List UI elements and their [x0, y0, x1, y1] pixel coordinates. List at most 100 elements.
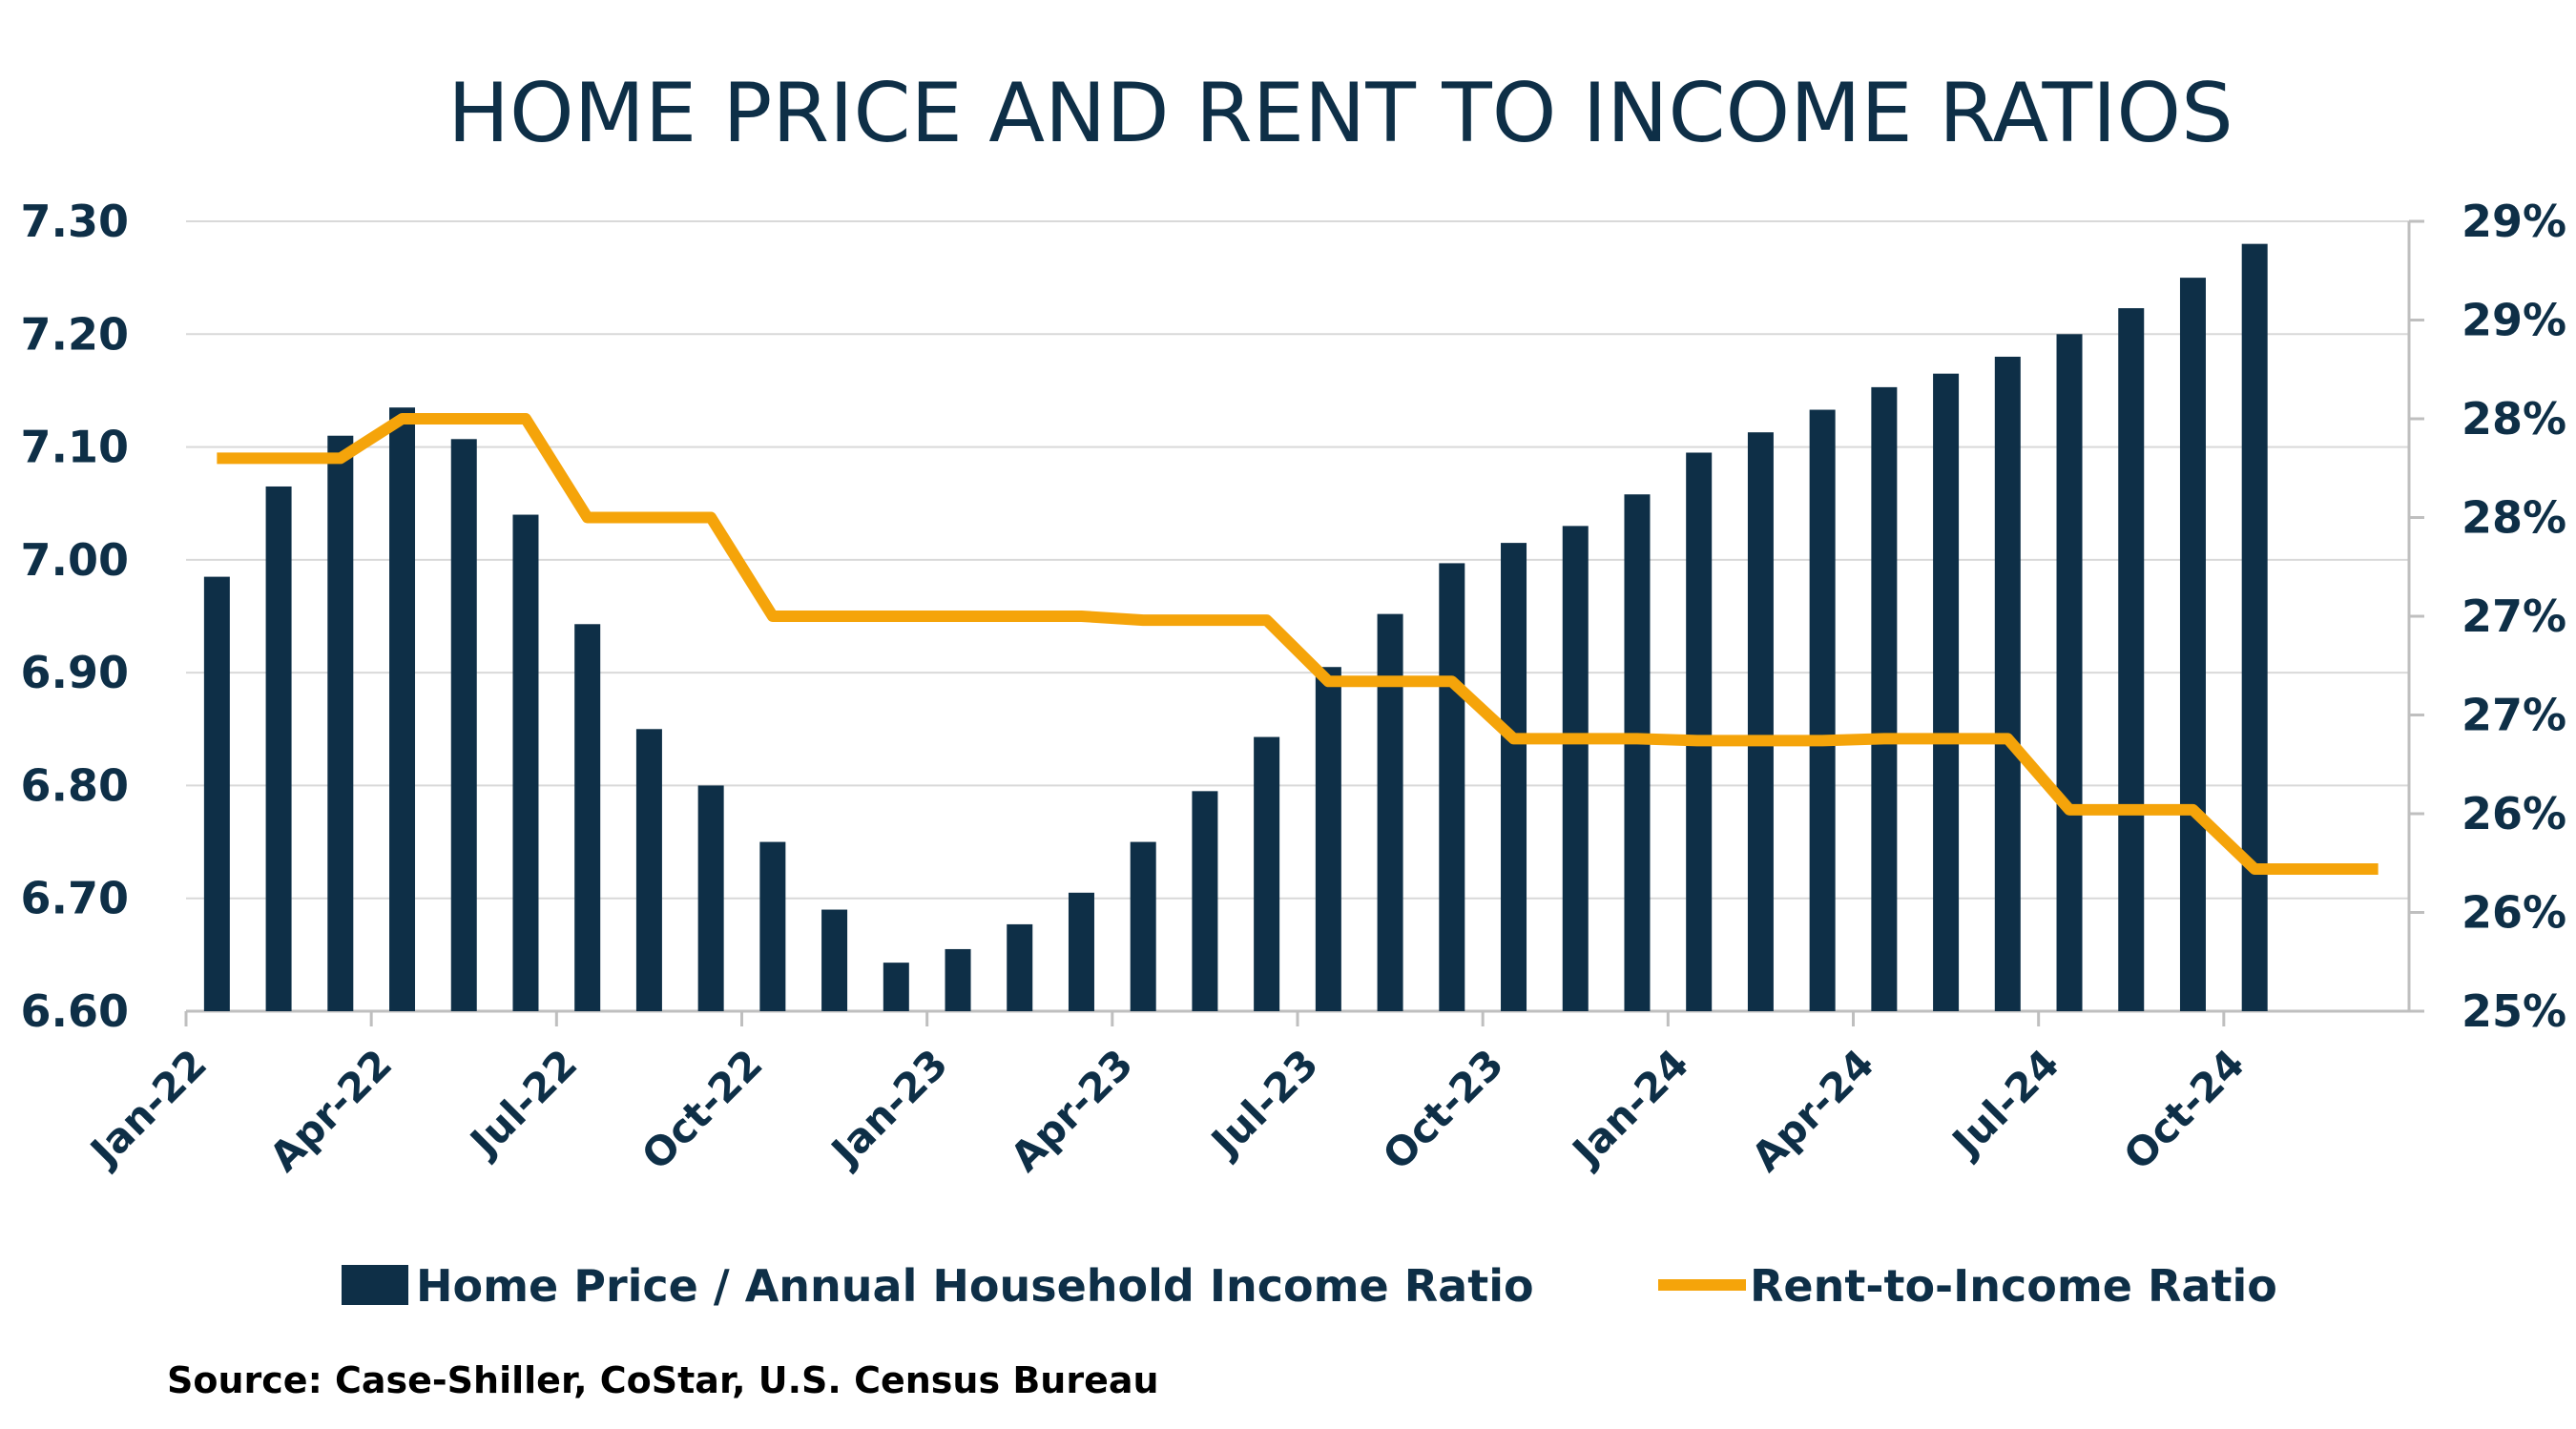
left-axis-tick-label: 7.30	[21, 196, 130, 247]
x-axis-tick-label: Jan-24	[1562, 1040, 1698, 1176]
bar-Mar-24	[1809, 409, 1836, 1012]
bar-Apr-23	[1130, 841, 1156, 1011]
bar-Mar-23	[1068, 892, 1094, 1011]
x-axis-tick-label: Jul-22	[460, 1040, 587, 1167]
line-point-Aug-24	[2130, 809, 2132, 811]
bar-Dec-22	[883, 963, 909, 1011]
x-axis-tick-label: Oct-22	[633, 1040, 771, 1178]
bar-Mar-22	[327, 435, 354, 1011]
line-point-Sep-24	[2192, 809, 2193, 811]
line-point-Jan-24	[1698, 739, 1700, 741]
right-axis-tick-label: 29%	[2462, 295, 2566, 346]
bar-Apr-22	[389, 407, 416, 1012]
x-axis-tick-label: Apr-22	[260, 1040, 401, 1180]
bar-Sep-24	[2179, 278, 2206, 1012]
line-point-Aug-22	[648, 517, 650, 519]
right-axis-tick-label: 26%	[2462, 788, 2566, 839]
line-point-Jun-24	[2006, 737, 2008, 739]
right-axis-tick-label: 27%	[2462, 690, 2566, 741]
line-point-Sep-22	[710, 517, 712, 519]
bar-Dec-23	[1624, 494, 1651, 1011]
bar-Jul-22	[574, 624, 601, 1011]
source-note: Source: Case-Shiller, CoStar, U.S. Censu…	[167, 1359, 1159, 1401]
line-point-Jul-24	[2068, 809, 2070, 811]
line-point-Nov-22	[834, 615, 836, 617]
line-point-Nov-24	[2316, 868, 2317, 870]
line-point-Apr-23	[1142, 619, 1144, 621]
bar-Sep-23	[1439, 563, 1465, 1011]
left-axis-tick-label: 7.10	[21, 422, 130, 473]
bar-Nov-23	[1562, 526, 1589, 1011]
right-axis-tick-label: 28%	[2462, 492, 2566, 544]
x-axis-tick-label: Jul-23	[1200, 1040, 1327, 1167]
bar-Sep-22	[697, 785, 724, 1011]
bar-May-22	[450, 439, 477, 1011]
line-point-Apr-24	[1883, 737, 1885, 739]
chart-title: HOME PRICE AND RENT TO INCOME RATIOS	[447, 66, 2233, 161]
bar-Jun-22	[512, 514, 539, 1011]
bar-Jun-23	[1254, 736, 1280, 1011]
line-point-Feb-24	[1759, 739, 1761, 741]
line-point-Jul-23	[1327, 680, 1329, 682]
left-axis-tick-label: 7.20	[21, 308, 130, 360]
bar-Aug-24	[2118, 308, 2145, 1012]
line-point-Mar-23	[1080, 615, 1082, 617]
left-axis-tick-label: 7.00	[21, 534, 130, 586]
bar-Apr-24	[1871, 386, 1898, 1011]
line-point-Mar-24	[1821, 739, 1823, 741]
x-axis-tick-label: Apr-23	[1002, 1040, 1142, 1180]
bar-Jun-24	[1994, 356, 2021, 1011]
line-point-Dec-24	[2378, 868, 2379, 870]
line-point-Mar-22	[340, 457, 342, 459]
line-series-rent-to-income	[216, 413, 2379, 875]
bar-Jul-24	[2056, 334, 2083, 1011]
right-axis-tick-label: 25%	[2462, 985, 2566, 1037]
line-point-May-23	[1204, 619, 1206, 621]
bar-Feb-23	[1007, 923, 1033, 1011]
axes	[184, 219, 2424, 1026]
line-point-Oct-23	[1513, 737, 1515, 739]
bar-Jan-23	[945, 948, 971, 1011]
right-axis-tick-label: 27%	[2462, 590, 2566, 642]
left-axis-tick-label: 6.90	[21, 647, 130, 698]
legend-swatch-home-price-ratio	[342, 1265, 408, 1305]
bar-Oct-24	[2241, 243, 2268, 1011]
right-axis-tick-label: 29%	[2462, 196, 2566, 247]
left-axis-tick-label: 6.70	[21, 873, 130, 924]
x-axis-tick-label: Oct-23	[1374, 1040, 1512, 1178]
line-point-Oct-22	[772, 615, 774, 617]
x-axis-tick-label: Oct-24	[2115, 1040, 2254, 1178]
line-point-Oct-24	[2254, 868, 2255, 870]
line-point-Jun-22	[525, 418, 527, 420]
bar-Feb-22	[265, 486, 292, 1011]
line-point-Aug-23	[1389, 680, 1391, 682]
bar-Jan-24	[1686, 452, 1713, 1011]
bar-Feb-24	[1747, 432, 1774, 1011]
bar-Aug-23	[1377, 613, 1403, 1011]
left-axis-tick-label: 6.80	[21, 759, 130, 811]
bar-May-23	[1192, 791, 1218, 1011]
line-point-Jun-23	[1266, 619, 1268, 621]
line-point-Jul-22	[587, 517, 589, 519]
line-point-Dec-22	[895, 615, 897, 617]
bar-series-home-price-ratio	[203, 243, 2268, 1012]
line-point-Dec-23	[1636, 737, 1638, 739]
gridlines	[186, 220, 2409, 900]
right-axis-tick-label: 26%	[2462, 887, 2566, 939]
x-axis-tick-label: Jan-23	[821, 1040, 957, 1176]
legend: Home Price / Annual Household Income Rat…	[342, 1260, 2277, 1312]
legend-label-home-price-ratio: Home Price / Annual Household Income Rat…	[416, 1260, 1534, 1312]
line-point-Jan-23	[957, 615, 959, 617]
bar-May-24	[1933, 373, 1960, 1012]
line-point-May-24	[1945, 737, 1947, 739]
right-axis-tick-label: 28%	[2462, 393, 2566, 445]
line-point-Jan-22	[216, 457, 218, 459]
left-axis-tick-label: 6.60	[21, 985, 130, 1037]
bar-Jan-22	[203, 576, 230, 1011]
bar-Jul-23	[1315, 667, 1341, 1011]
line-point-Nov-23	[1574, 737, 1576, 739]
bar-Nov-22	[821, 909, 848, 1011]
line-point-Sep-23	[1451, 680, 1453, 682]
line-point-May-22	[463, 418, 465, 420]
